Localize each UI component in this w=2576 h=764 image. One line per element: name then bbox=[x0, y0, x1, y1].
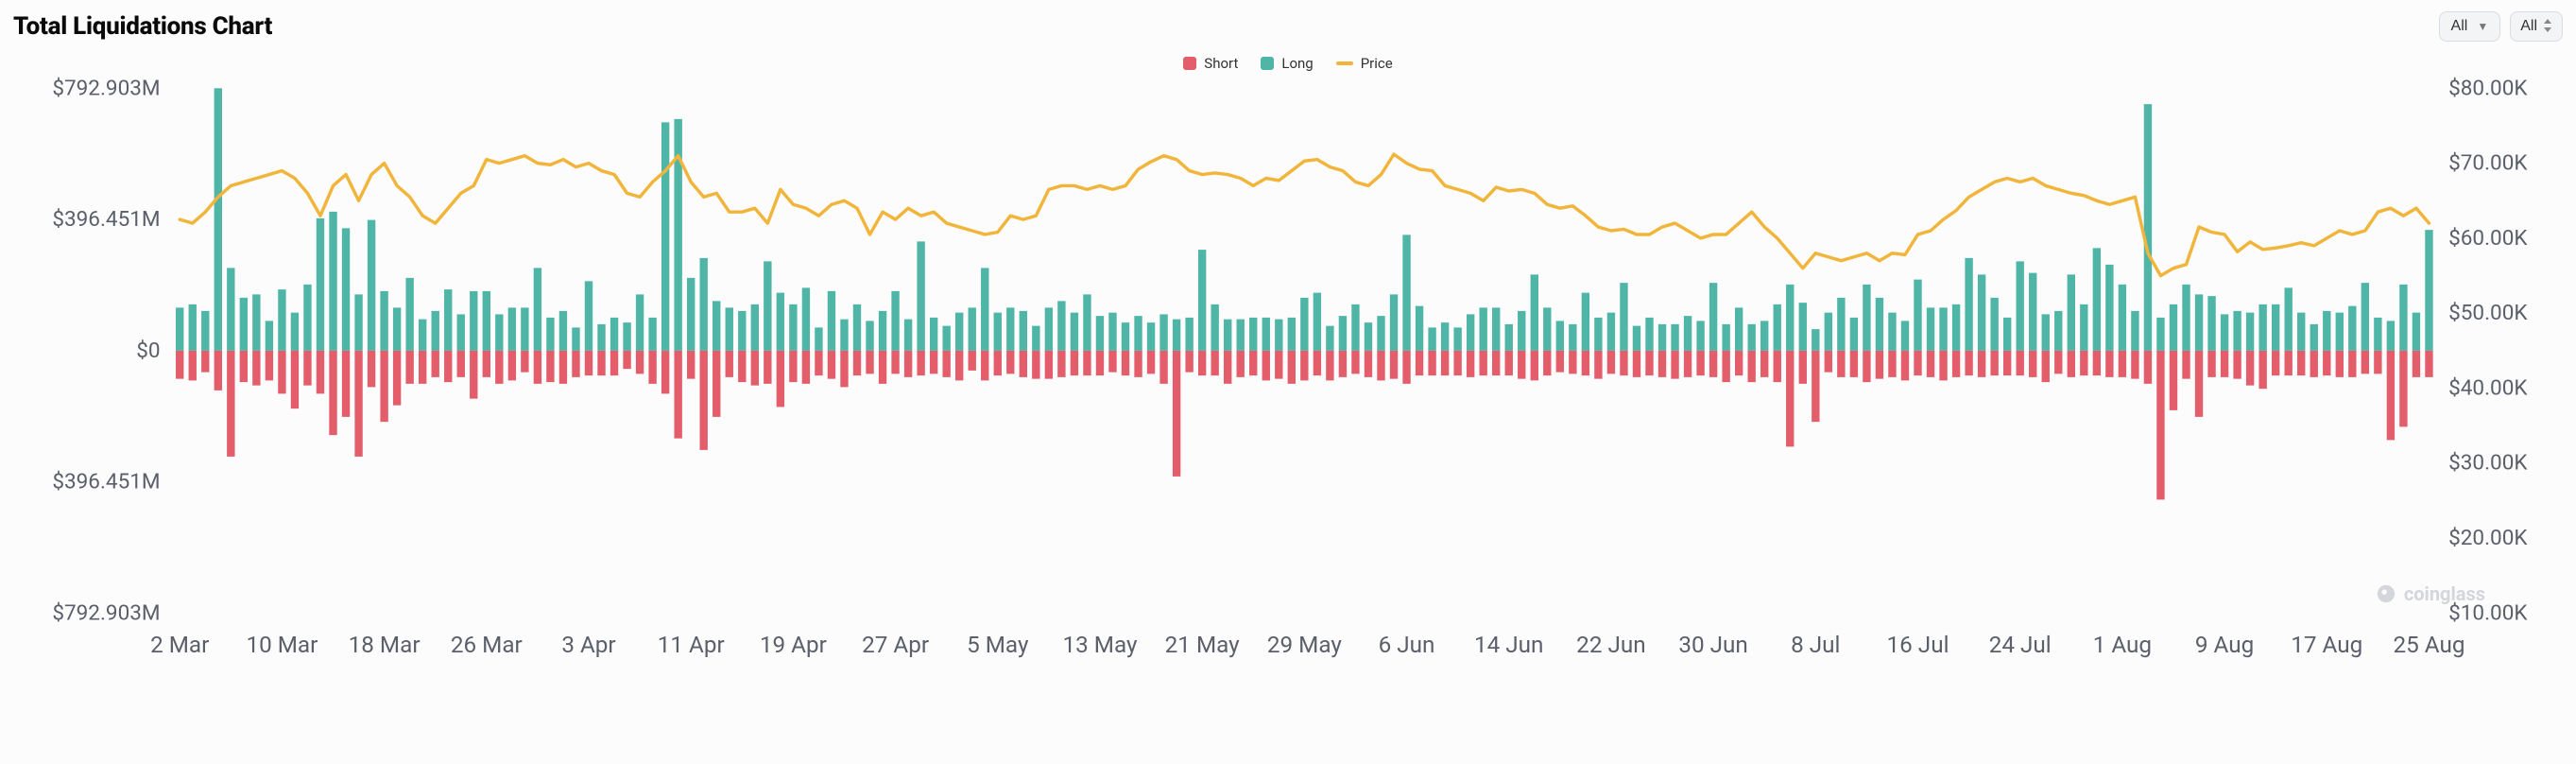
svg-text:19 Apr: 19 Apr bbox=[760, 631, 827, 658]
legend-label-price: Price bbox=[1361, 55, 1393, 72]
legend-swatch-price bbox=[1336, 61, 1353, 65]
svg-text:10 Mar: 10 Mar bbox=[246, 631, 318, 658]
coinglass-logo-icon bbox=[2376, 583, 2396, 604]
watermark-text: coinglass bbox=[2404, 582, 2485, 605]
legend-item-price[interactable]: Price bbox=[1336, 55, 1393, 72]
legend-swatch-long bbox=[1261, 57, 1274, 70]
svg-text:$40.00K: $40.00K bbox=[2448, 374, 2528, 400]
svg-text:18 Mar: 18 Mar bbox=[349, 631, 421, 658]
filter-primary-label: All bbox=[2451, 18, 2468, 35]
svg-text:$20.00K: $20.00K bbox=[2448, 525, 2528, 550]
svg-text:$70.00K: $70.00K bbox=[2448, 150, 2528, 176]
legend-item-long[interactable]: Long bbox=[1261, 55, 1313, 72]
svg-text:25 Aug: 25 Aug bbox=[2393, 631, 2464, 658]
chart-controls: All ▼ All bbox=[2439, 11, 2563, 42]
filter-primary-select[interactable]: All ▼ bbox=[2439, 11, 2501, 42]
chart-legend: Short Long Price bbox=[9, 55, 2567, 72]
svg-text:$396.451M: $396.451M bbox=[52, 206, 160, 232]
svg-text:1 Aug: 1 Aug bbox=[2093, 631, 2152, 658]
svg-text:16 Jul: 16 Jul bbox=[1887, 631, 1949, 658]
svg-text:$0: $0 bbox=[136, 338, 160, 363]
chart-plot-wrap: $792.903M$396.451M$0$396.451M$792.903M$1… bbox=[9, 72, 2567, 666]
header-row: Total Liquidations Chart All ▼ All bbox=[9, 11, 2567, 45]
svg-text:13 May: 13 May bbox=[1062, 631, 1138, 658]
svg-text:29 May: 29 May bbox=[1267, 631, 1343, 658]
liquidations-chart[interactable]: $792.903M$396.451M$0$396.451M$792.903M$1… bbox=[9, 72, 2567, 662]
svg-text:$60.00K: $60.00K bbox=[2448, 225, 2528, 251]
svg-text:26 Mar: 26 Mar bbox=[451, 631, 523, 658]
legend-label-short: Short bbox=[1204, 55, 1238, 72]
svg-text:$50.00K: $50.00K bbox=[2448, 300, 2528, 325]
svg-text:27 Apr: 27 Apr bbox=[862, 631, 929, 658]
sort-updown-icon bbox=[2543, 19, 2552, 34]
svg-text:$792.903M: $792.903M bbox=[52, 75, 160, 100]
svg-text:2 Mar: 2 Mar bbox=[150, 631, 209, 658]
filter-secondary-label: All bbox=[2520, 18, 2537, 35]
svg-text:$80.00K: $80.00K bbox=[2448, 75, 2528, 100]
svg-text:9 Aug: 9 Aug bbox=[2195, 631, 2254, 658]
svg-text:21 May: 21 May bbox=[1165, 631, 1241, 658]
svg-text:30 Jun: 30 Jun bbox=[1678, 631, 1747, 658]
legend-swatch-short bbox=[1183, 57, 1196, 70]
svg-text:24 Jul: 24 Jul bbox=[1989, 631, 2052, 658]
watermark: coinglass bbox=[2376, 582, 2485, 605]
svg-text:6 Jun: 6 Jun bbox=[1379, 631, 1435, 658]
svg-text:3 Apr: 3 Apr bbox=[561, 631, 615, 658]
filter-secondary-select[interactable]: All bbox=[2510, 11, 2563, 42]
chart-title: Total Liquidations Chart bbox=[13, 12, 272, 41]
svg-text:14 Jun: 14 Jun bbox=[1474, 631, 1543, 658]
svg-text:17 Aug: 17 Aug bbox=[2291, 631, 2362, 658]
chart-container: Total Liquidations Chart All ▼ All Short… bbox=[0, 0, 2576, 675]
svg-text:5 May: 5 May bbox=[967, 631, 1029, 658]
legend-item-short[interactable]: Short bbox=[1183, 55, 1238, 72]
svg-text:$792.903M: $792.903M bbox=[52, 599, 160, 625]
legend-label-long: Long bbox=[1281, 55, 1313, 72]
caret-down-icon: ▼ bbox=[2477, 21, 2488, 32]
svg-text:8 Jul: 8 Jul bbox=[1791, 631, 1840, 658]
svg-text:22 Jun: 22 Jun bbox=[1576, 631, 1645, 658]
svg-text:$396.451M: $396.451M bbox=[52, 469, 160, 495]
svg-text:11 Apr: 11 Apr bbox=[658, 631, 725, 658]
svg-text:$30.00K: $30.00K bbox=[2448, 450, 2528, 476]
